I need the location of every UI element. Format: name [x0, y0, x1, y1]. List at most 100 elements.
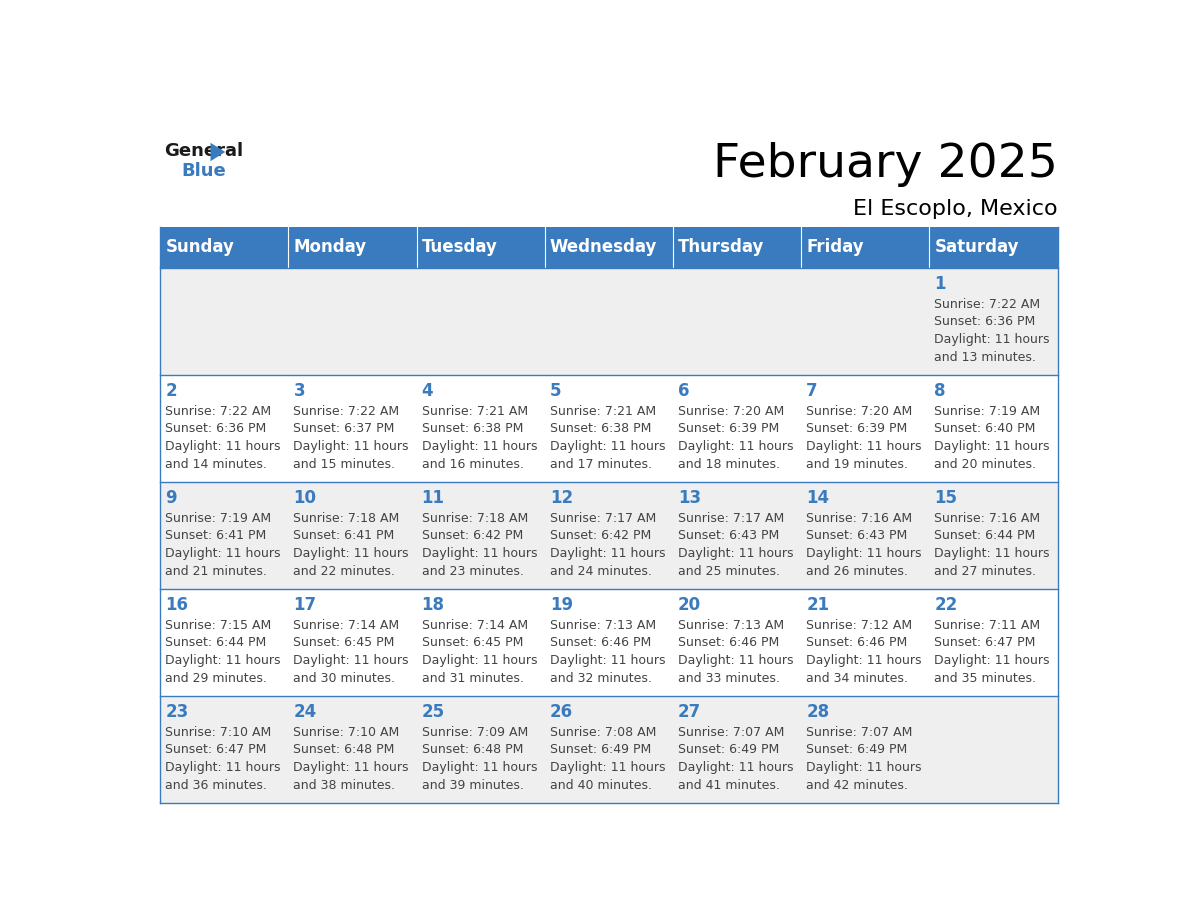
Bar [160, 588, 1057, 696]
Text: Sunrise: 7:07 AM: Sunrise: 7:07 AM [807, 726, 912, 739]
Text: 10: 10 [293, 489, 316, 508]
Text: and 40 minutes.: and 40 minutes. [550, 778, 652, 792]
Text: 5: 5 [550, 382, 562, 400]
Text: 4: 4 [422, 382, 434, 400]
Text: and 29 minutes.: and 29 minutes. [165, 672, 267, 685]
Text: Sunset: 6:45 PM: Sunset: 6:45 PM [422, 636, 523, 649]
Text: Daylight: 11 hours: Daylight: 11 hours [165, 440, 280, 453]
Text: General: General [164, 142, 244, 160]
Text: 9: 9 [165, 489, 177, 508]
Text: 16: 16 [165, 597, 188, 614]
Text: 27: 27 [678, 703, 701, 722]
Text: and 18 minutes.: and 18 minutes. [678, 458, 781, 471]
Text: Sunrise: 7:19 AM: Sunrise: 7:19 AM [165, 512, 271, 525]
Bar [289, 227, 417, 268]
Text: and 25 minutes.: and 25 minutes. [678, 565, 781, 577]
Text: Sunrise: 7:21 AM: Sunrise: 7:21 AM [422, 405, 527, 418]
Text: 19: 19 [550, 597, 573, 614]
Text: El Escoplo, Mexico: El Escoplo, Mexico [853, 198, 1057, 218]
Text: 28: 28 [807, 703, 829, 722]
Text: Friday: Friday [807, 239, 864, 256]
Text: 17: 17 [293, 597, 316, 614]
Text: Sunset: 6:47 PM: Sunset: 6:47 PM [165, 744, 266, 756]
Text: Daylight: 11 hours: Daylight: 11 hours [550, 547, 665, 560]
Text: Sunrise: 7:10 AM: Sunrise: 7:10 AM [165, 726, 272, 739]
Text: Sunset: 6:48 PM: Sunset: 6:48 PM [293, 744, 394, 756]
Text: and 17 minutes.: and 17 minutes. [550, 458, 652, 471]
Bar [672, 227, 801, 268]
Text: Sunrise: 7:21 AM: Sunrise: 7:21 AM [550, 405, 656, 418]
Text: and 15 minutes.: and 15 minutes. [293, 458, 396, 471]
Text: and 21 minutes.: and 21 minutes. [165, 565, 267, 577]
Text: 12: 12 [550, 489, 573, 508]
Text: Sunrise: 7:17 AM: Sunrise: 7:17 AM [550, 512, 656, 525]
Text: Daylight: 11 hours: Daylight: 11 hours [935, 440, 1050, 453]
Bar [929, 227, 1057, 268]
Text: Blue: Blue [181, 162, 226, 180]
Bar [160, 227, 289, 268]
Text: Sunrise: 7:13 AM: Sunrise: 7:13 AM [678, 619, 784, 632]
Text: Thursday: Thursday [678, 239, 764, 256]
Text: Sunrise: 7:13 AM: Sunrise: 7:13 AM [550, 619, 656, 632]
Text: Sunset: 6:49 PM: Sunset: 6:49 PM [807, 744, 908, 756]
Text: Sunset: 6:44 PM: Sunset: 6:44 PM [935, 530, 1036, 543]
Text: Daylight: 11 hours: Daylight: 11 hours [165, 761, 280, 774]
Text: Sunset: 6:47 PM: Sunset: 6:47 PM [935, 636, 1036, 649]
Text: 1: 1 [935, 275, 946, 293]
Text: 24: 24 [293, 703, 317, 722]
Text: and 16 minutes.: and 16 minutes. [422, 458, 524, 471]
Text: and 32 minutes.: and 32 minutes. [550, 672, 652, 685]
Text: Daylight: 11 hours: Daylight: 11 hours [293, 655, 409, 667]
Text: Sunrise: 7:08 AM: Sunrise: 7:08 AM [550, 726, 656, 739]
Text: 14: 14 [807, 489, 829, 508]
Text: and 33 minutes.: and 33 minutes. [678, 672, 781, 685]
Text: Sunday: Sunday [165, 239, 234, 256]
Text: Daylight: 11 hours: Daylight: 11 hours [807, 655, 922, 667]
Text: Sunset: 6:37 PM: Sunset: 6:37 PM [293, 422, 394, 435]
Text: Daylight: 11 hours: Daylight: 11 hours [165, 655, 280, 667]
Text: Daylight: 11 hours: Daylight: 11 hours [293, 440, 409, 453]
Text: Sunset: 6:36 PM: Sunset: 6:36 PM [935, 316, 1036, 329]
Text: Sunset: 6:46 PM: Sunset: 6:46 PM [678, 636, 779, 649]
Text: and 20 minutes.: and 20 minutes. [935, 458, 1036, 471]
Text: Sunrise: 7:16 AM: Sunrise: 7:16 AM [935, 512, 1041, 525]
Bar [545, 227, 672, 268]
Text: and 39 minutes.: and 39 minutes. [422, 778, 524, 792]
Text: Sunset: 6:44 PM: Sunset: 6:44 PM [165, 636, 266, 649]
Text: Sunrise: 7:16 AM: Sunrise: 7:16 AM [807, 512, 912, 525]
Text: Sunrise: 7:22 AM: Sunrise: 7:22 AM [935, 297, 1041, 311]
Text: 11: 11 [422, 489, 444, 508]
Text: Saturday: Saturday [935, 239, 1019, 256]
Text: and 31 minutes.: and 31 minutes. [422, 672, 524, 685]
Text: Sunset: 6:39 PM: Sunset: 6:39 PM [678, 422, 779, 435]
Text: Daylight: 11 hours: Daylight: 11 hours [678, 761, 794, 774]
Text: and 36 minutes.: and 36 minutes. [165, 778, 267, 792]
Text: Daylight: 11 hours: Daylight: 11 hours [935, 655, 1050, 667]
Text: and 38 minutes.: and 38 minutes. [293, 778, 396, 792]
Polygon shape [210, 142, 226, 162]
Text: Monday: Monday [293, 239, 367, 256]
Text: 15: 15 [935, 489, 958, 508]
Text: Sunset: 6:38 PM: Sunset: 6:38 PM [550, 422, 651, 435]
Text: Sunrise: 7:14 AM: Sunrise: 7:14 AM [293, 619, 399, 632]
Text: Sunset: 6:43 PM: Sunset: 6:43 PM [678, 530, 779, 543]
Text: Daylight: 11 hours: Daylight: 11 hours [807, 440, 922, 453]
Text: Sunrise: 7:09 AM: Sunrise: 7:09 AM [422, 726, 527, 739]
Text: and 22 minutes.: and 22 minutes. [293, 565, 396, 577]
Text: Sunset: 6:43 PM: Sunset: 6:43 PM [807, 530, 908, 543]
Text: and 42 minutes.: and 42 minutes. [807, 778, 908, 792]
Text: 13: 13 [678, 489, 701, 508]
Text: February 2025: February 2025 [713, 142, 1057, 187]
Text: 20: 20 [678, 597, 701, 614]
Text: 18: 18 [422, 597, 444, 614]
Text: Daylight: 11 hours: Daylight: 11 hours [422, 440, 537, 453]
Text: and 41 minutes.: and 41 minutes. [678, 778, 781, 792]
Text: 21: 21 [807, 597, 829, 614]
Text: Sunset: 6:49 PM: Sunset: 6:49 PM [550, 744, 651, 756]
Bar [160, 696, 1057, 803]
Text: Daylight: 11 hours: Daylight: 11 hours [678, 547, 794, 560]
Text: Sunrise: 7:15 AM: Sunrise: 7:15 AM [165, 619, 272, 632]
Text: and 30 minutes.: and 30 minutes. [293, 672, 396, 685]
Text: Daylight: 11 hours: Daylight: 11 hours [678, 655, 794, 667]
Text: Sunset: 6:39 PM: Sunset: 6:39 PM [807, 422, 908, 435]
